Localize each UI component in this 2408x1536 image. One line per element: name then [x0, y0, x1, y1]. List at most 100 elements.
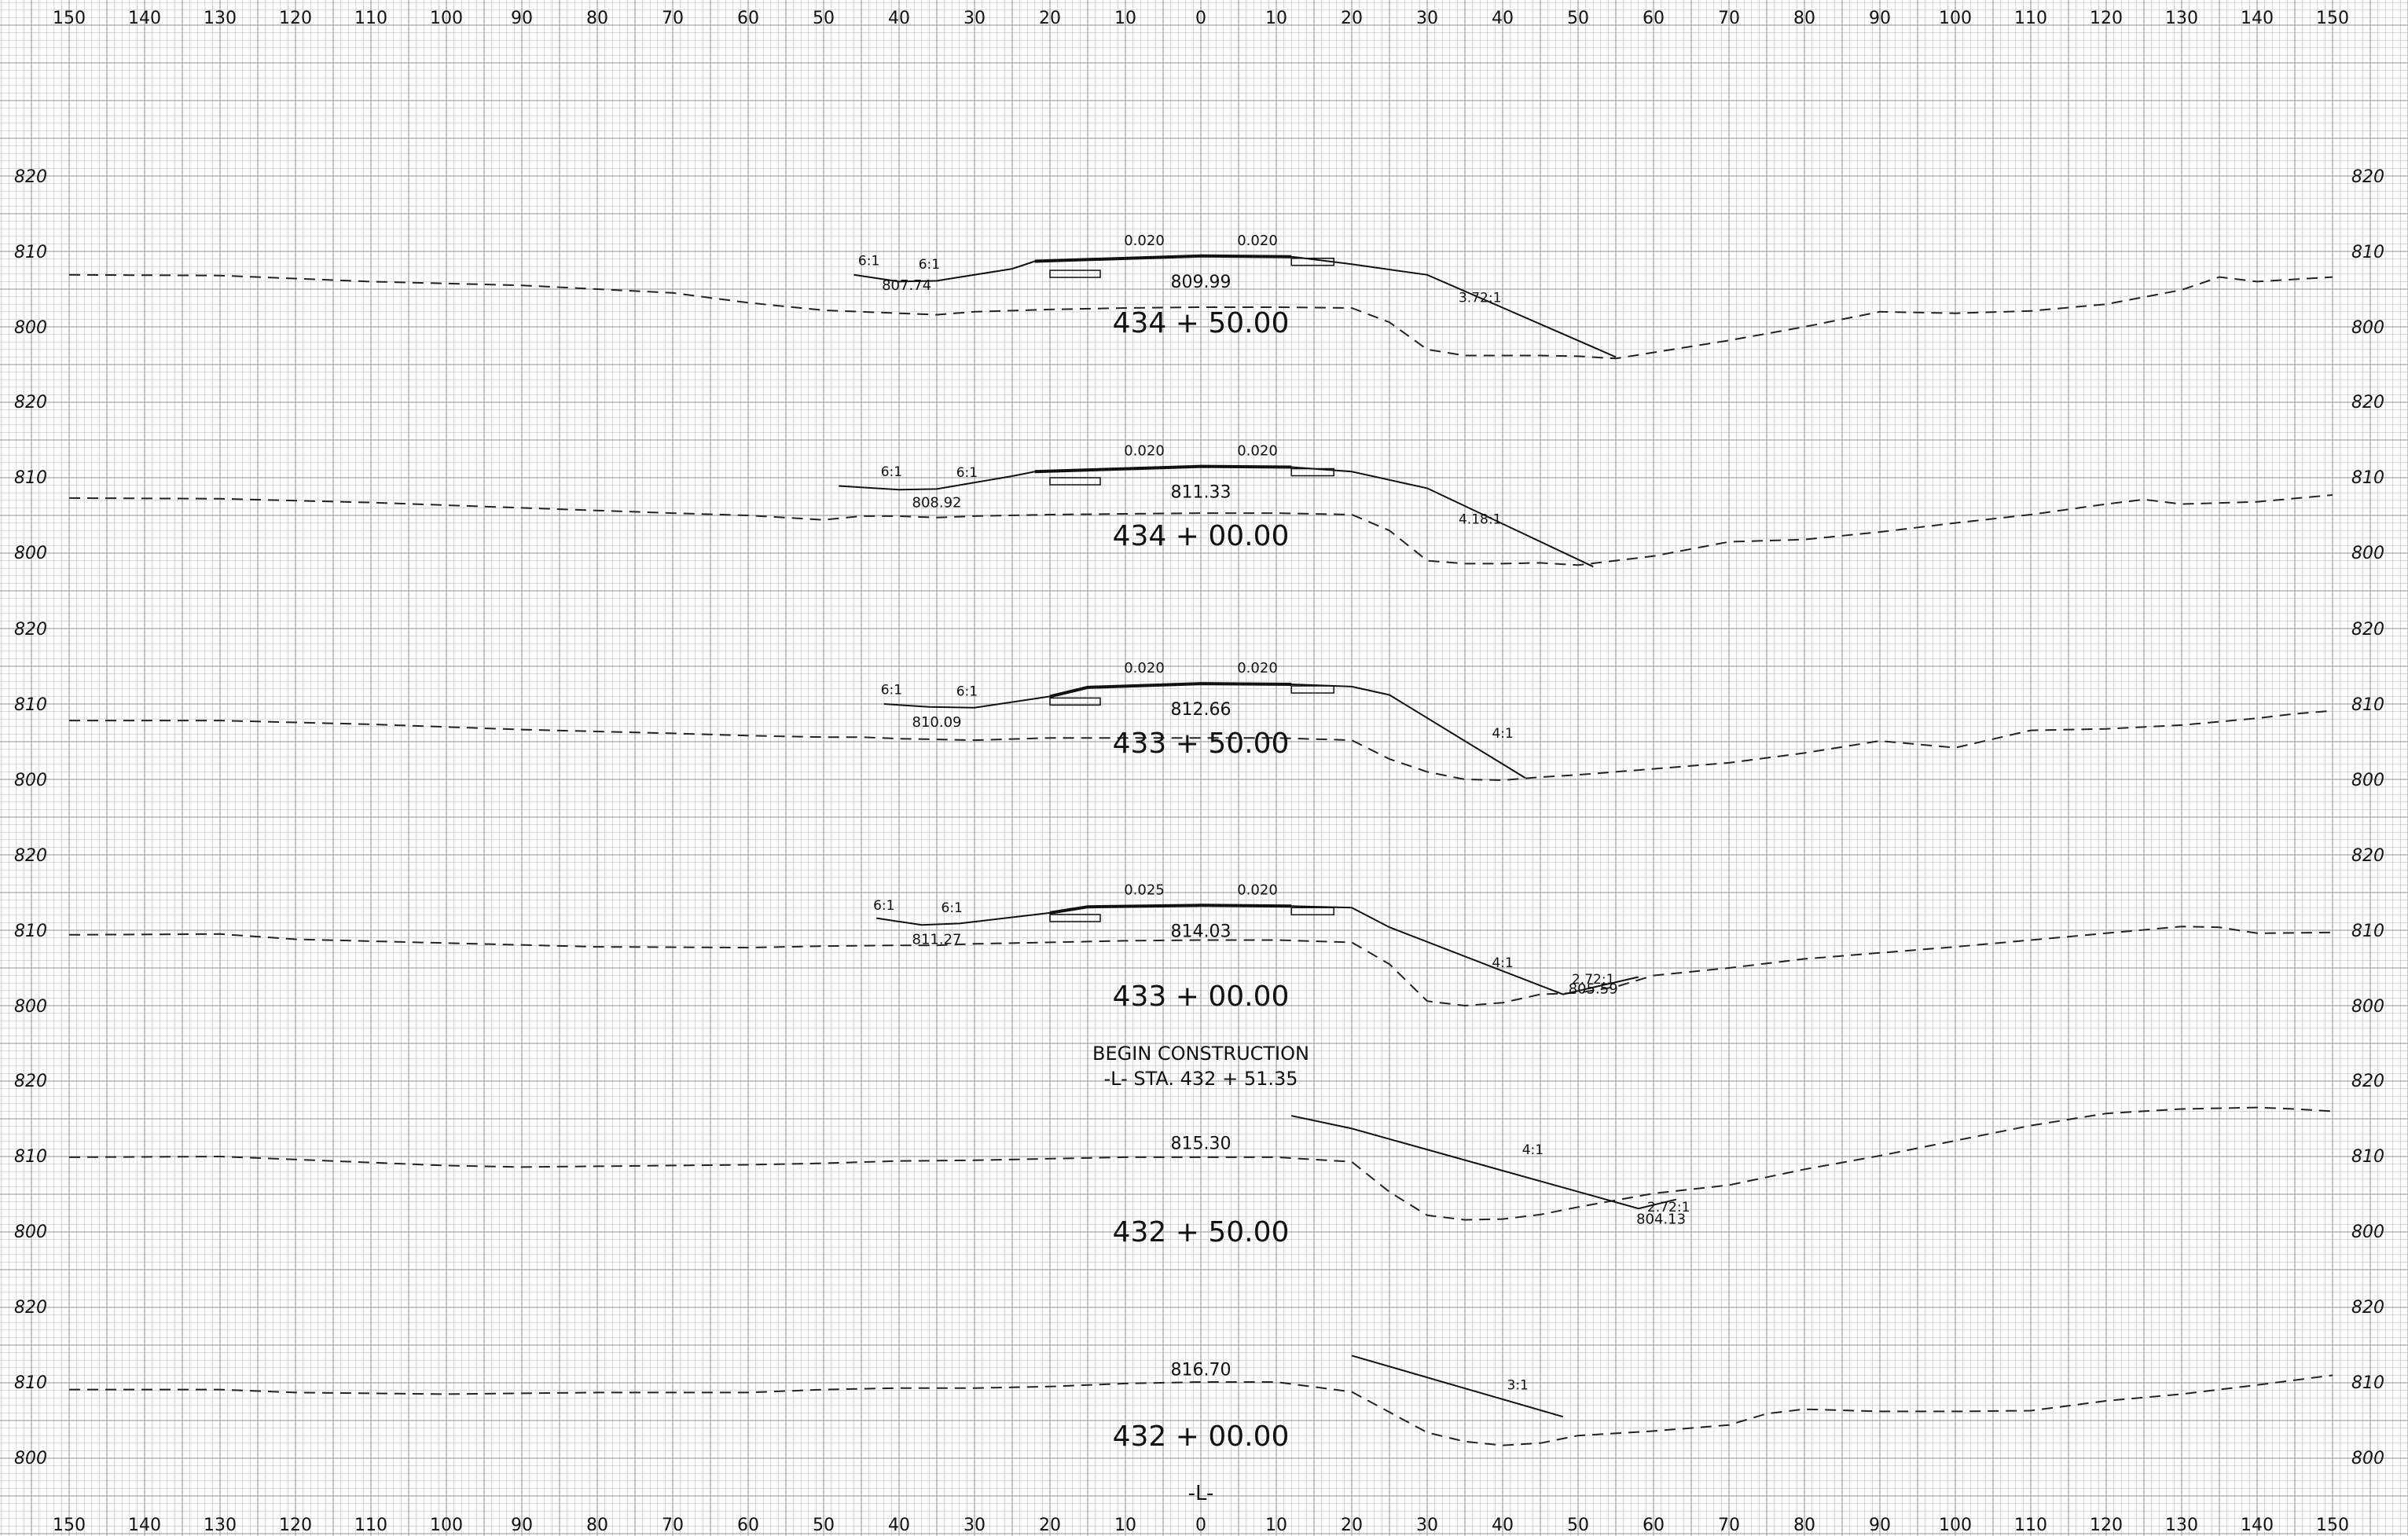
elevation-label-left: 810	[14, 243, 47, 262]
slope-ratio-label: 6:1	[956, 465, 978, 481]
slope-ratio-label: 4:1	[1522, 1142, 1544, 1158]
offset-tick-label: 80	[586, 9, 608, 28]
existing-ground-line	[69, 1374, 2333, 1446]
offset-tick-label: 100	[430, 1516, 463, 1535]
slope-ratio-label: 6:1	[956, 684, 978, 699]
slope-ratio-label: 4:1	[1492, 955, 1513, 971]
grade-left-label: 0.020	[1124, 660, 1165, 676]
offset-tick-label: 20	[1039, 9, 1061, 28]
offset-tick-label: 140	[128, 9, 161, 28]
elevation-label-right: 800	[2351, 318, 2384, 338]
offset-tick-label: 130	[2165, 9, 2198, 28]
existing-ground-line	[68, 273, 2333, 360]
curb-right	[1290, 257, 1334, 266]
point-elevation-label: 808.92	[912, 494, 962, 511]
offset-tick-label: 40	[1492, 1516, 1514, 1535]
offset-tick-label: 110	[354, 1516, 387, 1535]
offset-tick-label: 30	[1416, 1516, 1438, 1535]
elevation-label-right: 820	[2351, 167, 2384, 187]
curb-left	[1049, 269, 1101, 278]
elevation-label-left: 810	[14, 1147, 47, 1167]
offset-tick-label: 30	[1416, 9, 1438, 28]
elevation-label-left: 800	[14, 1449, 47, 1468]
grade-left-label: 0.020	[1124, 443, 1165, 460]
elevation-label-right: 810	[2351, 695, 2384, 715]
offset-tick-label: 30	[964, 9, 986, 28]
offset-tick-label: 10	[1265, 9, 1287, 28]
offset-tick-label: 100	[430, 9, 463, 28]
offset-tick-label: 60	[737, 9, 759, 28]
note-line-2: -L- STA. 432 + 51.35	[1103, 1068, 1298, 1090]
offset-tick-label: 40	[888, 9, 910, 28]
grade-left-label: 0.025	[1124, 882, 1165, 898]
cross-section-1: 820 820 810 810 800 800 0.020 0.020 809.99 434 + …	[14, 167, 2384, 360]
slope-ratio-label: 6:1	[881, 683, 902, 698]
elevation-label-left: 800	[14, 544, 47, 563]
offset-tick-label: 120	[2090, 9, 2123, 28]
cross-sections: 820 820 810 810 800 800 0.020 0.020 809.99 434 + …	[14, 167, 2384, 1468]
station-label: 433 + 00.00	[1113, 981, 1290, 1013]
offset-tick-label: 60	[1643, 1516, 1665, 1535]
offset-tick-label: 110	[354, 9, 387, 28]
offset-tick-label: 60	[1643, 9, 1665, 28]
slope-ratio-label: 6:1	[942, 900, 963, 916]
offset-tick-label: 150	[53, 9, 86, 28]
offset-tick-label: 80	[1793, 9, 1815, 28]
begin-construction-note: BEGIN CONSTRUCTION -L- STA. 432 + 51.35	[1092, 1043, 1309, 1090]
elevation-label-left: 820	[14, 1298, 47, 1318]
note-line-1: BEGIN CONSTRUCTION	[1092, 1043, 1309, 1065]
curb-right	[1290, 467, 1334, 477]
cross-section-4: 820 820 810 810 800 800 0.025 0.020 814.03 433 + …	[14, 846, 2384, 1017]
elevation-label-right: 810	[2351, 1147, 2384, 1167]
existing-ground-line	[68, 926, 2333, 1007]
slope-ratio-label: 3:1	[1507, 1378, 1529, 1394]
offset-tick-label: 10	[1114, 1516, 1136, 1535]
offset-tick-label: 10	[1114, 9, 1136, 28]
offset-tick-label: 90	[1869, 1516, 1891, 1535]
centerline-label: -L-	[1188, 1482, 1214, 1505]
offset-tick-label: 0	[1195, 9, 1206, 28]
offset-tick-label: 80	[1793, 1516, 1815, 1535]
station-label: 433 + 50.00	[1113, 728, 1290, 760]
offset-tick-label: 130	[204, 9, 237, 28]
curb-right	[1290, 907, 1334, 916]
offset-tick-label: 90	[511, 9, 533, 28]
slope-ratio-label: 3.72:1	[1459, 290, 1501, 306]
elevation-label-left: 820	[14, 393, 47, 412]
offset-tick-label: 120	[2090, 1516, 2123, 1535]
proposed-template-line	[1290, 1115, 1677, 1210]
offset-tick-label: 150	[2316, 1516, 2349, 1535]
elevation-label-left: 820	[14, 167, 47, 187]
offset-tick-label: 20	[1341, 1516, 1363, 1535]
elevation-label-right: 800	[2351, 544, 2384, 563]
cross-section-3: 820 820 810 810 800 800 0.020 0.020 812.66 433 + …	[14, 620, 2384, 790]
slope-ratio-label: 2.72:1	[1572, 972, 1614, 988]
offset-tick-label: 10	[1265, 1516, 1287, 1535]
offset-tick-label: 30	[964, 1516, 986, 1535]
elevation-label-right: 810	[2351, 468, 2384, 488]
offset-tick-label: 110	[2014, 9, 2047, 28]
offset-tick-label: 120	[279, 1516, 312, 1535]
offset-tick-label: 90	[511, 1516, 533, 1535]
existing-ground-line	[69, 709, 2333, 782]
offset-tick-label: 140	[128, 1516, 161, 1535]
grade-right-label: 0.020	[1237, 882, 1278, 898]
station-label: 432 + 50.00	[1113, 1216, 1290, 1248]
elevation-label-left: 820	[14, 1072, 47, 1091]
offset-tick-label: 140	[2241, 9, 2274, 28]
cross-section-6: 820 820 810 810 800 800 816.70 432 + 00.00 3:1	[14, 1298, 2384, 1468]
elevation-label-right: 810	[2351, 922, 2384, 941]
elevation-label-left: 800	[14, 997, 47, 1017]
offset-tick-label: 70	[1718, 9, 1740, 28]
elevation-label-left: 800	[14, 318, 47, 338]
elevation-label-left: 800	[14, 1223, 47, 1242]
grade-left-label: 0.020	[1124, 233, 1165, 249]
centerline-elevation: 809.99	[1171, 273, 1232, 292]
offset-scale-top: 150 140 130 120 110 100 90 80 70 60 50 40 30 20 10 0 10 2…	[53, 9, 2349, 28]
elevation-label-left: 810	[14, 1373, 47, 1393]
offset-tick-label: 90	[1869, 9, 1891, 28]
elevation-label-right: 820	[2351, 1298, 2384, 1318]
offset-tick-label: 60	[737, 1516, 759, 1535]
